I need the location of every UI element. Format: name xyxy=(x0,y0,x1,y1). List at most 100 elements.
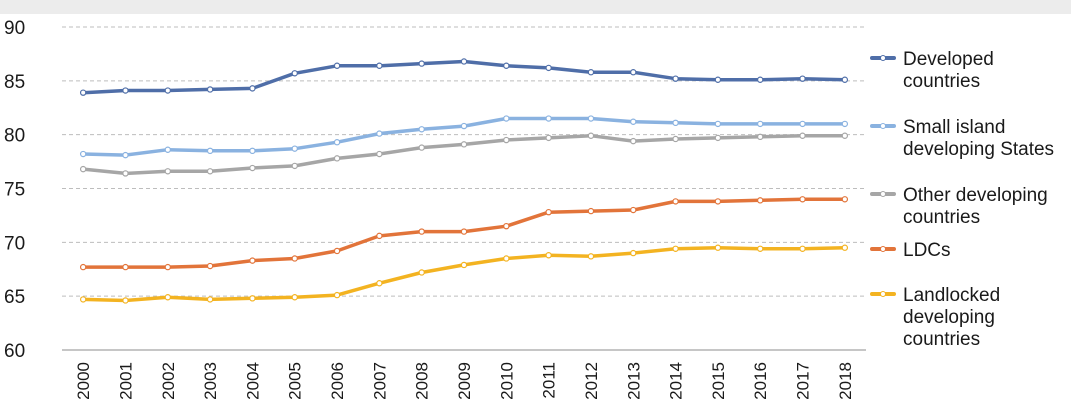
data-point xyxy=(291,255,298,262)
x-tick-label: 2012 xyxy=(582,362,601,400)
data-point xyxy=(122,87,129,94)
x-tick-label: 2001 xyxy=(116,362,135,400)
legend-label: Developed xyxy=(903,49,994,70)
data-point xyxy=(714,76,722,83)
data-point xyxy=(333,247,341,255)
data-point xyxy=(841,244,849,251)
data-point xyxy=(122,170,129,177)
data-point xyxy=(503,222,510,230)
data-point xyxy=(376,150,383,158)
legend-label: developing States xyxy=(903,139,1054,160)
data-point xyxy=(164,294,171,301)
legend-item: LDCs xyxy=(870,240,951,261)
data-point xyxy=(291,294,298,301)
series-line xyxy=(83,245,845,303)
data-point xyxy=(460,58,468,65)
y-tick-label: 70 xyxy=(4,233,25,254)
series-3 xyxy=(79,196,849,271)
data-point xyxy=(79,150,87,158)
data-point xyxy=(799,132,806,139)
data-point xyxy=(841,120,849,128)
data-point xyxy=(757,245,764,252)
legend-label: Other developing xyxy=(903,185,1048,206)
data-point xyxy=(545,64,552,72)
legend-label: Small island xyxy=(903,117,1005,138)
data-point xyxy=(757,133,764,141)
data-point xyxy=(757,197,764,204)
x-tick-label: 2013 xyxy=(624,362,643,400)
data-point xyxy=(164,263,171,271)
data-point xyxy=(672,119,679,127)
data-point xyxy=(79,296,87,303)
data-point xyxy=(545,134,552,142)
data-point xyxy=(545,208,552,216)
x-tick-label: 2007 xyxy=(370,362,389,400)
data-point xyxy=(333,291,341,299)
legend-marker xyxy=(880,246,886,252)
legend-marker xyxy=(880,191,886,197)
data-point xyxy=(503,62,510,69)
data-point xyxy=(672,75,679,82)
data-point xyxy=(587,69,595,76)
data-point xyxy=(630,69,637,76)
legend-label: countries xyxy=(903,329,980,350)
series-1 xyxy=(79,115,849,159)
data-point xyxy=(376,280,383,287)
x-tick-label: 2008 xyxy=(413,362,432,400)
data-point xyxy=(249,295,256,302)
x-tick-label: 2011 xyxy=(540,362,559,399)
x-tick-label: 2000 xyxy=(74,362,93,400)
data-point xyxy=(841,76,849,83)
data-point xyxy=(249,85,256,92)
data-point xyxy=(799,245,806,252)
data-point xyxy=(418,269,425,276)
data-point xyxy=(333,62,341,69)
series-line xyxy=(83,59,845,95)
data-point xyxy=(545,252,552,259)
data-point xyxy=(164,87,171,94)
x-tick-label: 2002 xyxy=(159,362,178,400)
x-tick-label: 2004 xyxy=(243,362,262,400)
series-lines xyxy=(79,58,849,304)
series-2 xyxy=(79,132,849,177)
top-band xyxy=(0,0,1071,14)
data-point xyxy=(545,115,552,122)
x-tick-label: 2009 xyxy=(455,362,474,400)
data-point xyxy=(206,168,214,175)
series-0 xyxy=(79,58,849,96)
y-tick-label: 85 xyxy=(4,72,25,93)
data-point xyxy=(503,255,510,262)
data-point xyxy=(418,126,425,133)
data-point xyxy=(418,144,425,151)
data-point xyxy=(503,115,510,122)
x-tick-label: 2003 xyxy=(201,362,220,400)
data-point xyxy=(799,196,806,203)
data-point xyxy=(164,146,171,153)
data-point xyxy=(757,76,764,83)
data-point xyxy=(460,141,468,148)
data-point xyxy=(503,136,510,144)
data-point xyxy=(630,249,637,257)
legend-label: LDCs xyxy=(903,240,951,261)
data-point xyxy=(206,262,214,270)
legend-label: countries xyxy=(903,71,980,92)
data-point xyxy=(291,162,298,170)
data-point xyxy=(79,263,87,271)
x-tick-label: 2016 xyxy=(751,362,770,400)
data-point xyxy=(841,196,849,203)
y-tick-label: 75 xyxy=(4,180,25,201)
x-tick-label: 2018 xyxy=(836,362,855,400)
legend-marker xyxy=(880,291,886,297)
data-point xyxy=(122,297,129,304)
series-4 xyxy=(79,244,849,304)
x-axis: 2000 2001 2002 2003 2004 2005 2006 2007 2008 2009… xyxy=(62,349,866,400)
data-point xyxy=(249,164,256,172)
x-tick-label: 2005 xyxy=(286,362,305,400)
legend-marker xyxy=(880,123,886,129)
y-tick-label: 80 xyxy=(4,126,25,147)
legend-label: developing xyxy=(903,307,995,328)
